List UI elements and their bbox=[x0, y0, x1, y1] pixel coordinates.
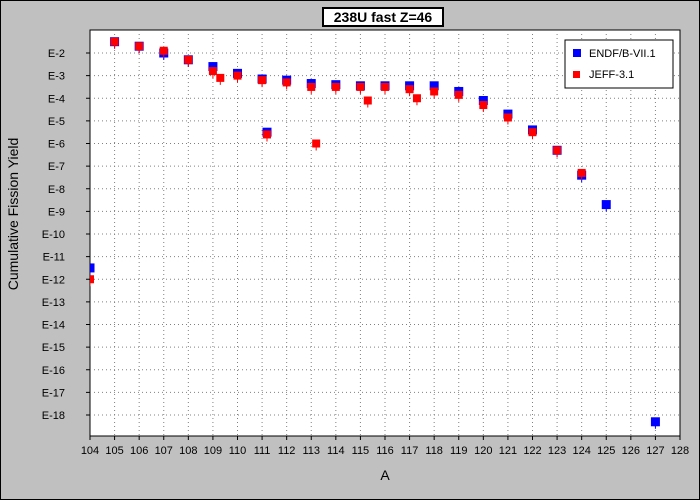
y-tick-label: E-14 bbox=[42, 320, 65, 332]
endf-point bbox=[601, 200, 611, 210]
y-tick-label: E-8 bbox=[48, 184, 65, 196]
y-tick-label: E-18 bbox=[42, 410, 65, 422]
legend: ENDF/B-VII.1 JEFF-3.1 bbox=[564, 39, 674, 89]
jeff-point bbox=[412, 94, 421, 103]
x-tick-label: 106 bbox=[130, 445, 148, 457]
jeff-point bbox=[159, 46, 168, 55]
x-tick-label: 110 bbox=[229, 445, 247, 457]
y-tick-label: E-6 bbox=[48, 139, 65, 151]
x-tick-label: 109 bbox=[204, 445, 222, 457]
x-tick-label: 125 bbox=[597, 445, 615, 457]
x-tick-label: 108 bbox=[179, 445, 197, 457]
y-tick-label: E-12 bbox=[42, 274, 65, 286]
legend-label-endf: ENDF/B-VII.1 bbox=[589, 48, 656, 60]
x-tick-label: 120 bbox=[474, 445, 492, 457]
jeff-point bbox=[331, 82, 340, 91]
jeff-point bbox=[577, 168, 586, 177]
jeff-point bbox=[110, 37, 119, 46]
jeff-point bbox=[381, 82, 389, 91]
x-tick-label: 127 bbox=[646, 445, 664, 457]
x-tick-label: 105 bbox=[105, 445, 123, 457]
legend-label-jeff: JEFF-3.1 bbox=[589, 69, 634, 81]
jeff-point bbox=[263, 130, 271, 139]
jeff-point bbox=[454, 90, 463, 99]
jeff-point bbox=[216, 73, 225, 82]
y-tick-label: E-4 bbox=[48, 93, 65, 105]
jeff-point bbox=[282, 78, 291, 87]
jeff-point bbox=[503, 113, 512, 122]
jeff-point bbox=[363, 96, 372, 105]
x-tick-label: 122 bbox=[523, 445, 541, 457]
jeff-point bbox=[307, 82, 316, 91]
x-tick-label: 117 bbox=[401, 445, 419, 457]
points-group bbox=[90, 37, 660, 429]
jeff-point bbox=[208, 67, 217, 76]
x-tick-label: 114 bbox=[327, 445, 345, 457]
jeff-point bbox=[184, 55, 193, 64]
y-axis-label: Cumulative Fission Yield bbox=[5, 138, 21, 291]
legend-marker-endf bbox=[573, 49, 581, 57]
jeff-point bbox=[135, 42, 144, 51]
y-tick-label: E-16 bbox=[42, 365, 65, 377]
endf-point bbox=[478, 96, 488, 106]
jeff-point bbox=[479, 101, 488, 110]
x-tick-label: 123 bbox=[548, 445, 566, 457]
y-tick-label: E-3 bbox=[48, 71, 65, 83]
jeff-point bbox=[356, 82, 365, 91]
y-tick-label: E-13 bbox=[42, 297, 65, 309]
y-tick-label: E-9 bbox=[48, 206, 65, 218]
x-tick-label: 126 bbox=[622, 445, 640, 457]
x-tick-label: 124 bbox=[572, 445, 590, 457]
y-tick-label: E-10 bbox=[42, 229, 65, 241]
jeff-point bbox=[312, 139, 321, 148]
jeff-point bbox=[405, 85, 414, 94]
y-tick-label: E-15 bbox=[42, 342, 65, 354]
y-tick-label: E-17 bbox=[42, 387, 65, 399]
y-tick-label: E-5 bbox=[48, 116, 65, 128]
jeff-point bbox=[430, 87, 439, 96]
x-tick-label: 112 bbox=[278, 445, 296, 457]
chart-title: 238U fast Z=46 bbox=[322, 7, 444, 27]
x-axis: 104 105 106 107 108 109 110 111 112 113 114 115 116 1… bbox=[81, 436, 689, 457]
x-tick-label: 121 bbox=[499, 445, 517, 457]
jeff-point bbox=[553, 146, 562, 155]
x-tick-label: 118 bbox=[425, 445, 443, 457]
endf-point bbox=[429, 81, 439, 91]
x-tick-label: 111 bbox=[254, 445, 271, 457]
plot-area bbox=[89, 29, 681, 437]
x-tick-label: 115 bbox=[352, 445, 370, 457]
jeff-point bbox=[233, 71, 242, 80]
data-points bbox=[90, 37, 660, 429]
x-axis-label: A bbox=[380, 467, 390, 483]
x-tick-label: 113 bbox=[302, 445, 320, 457]
y-tick-label: E-2 bbox=[48, 48, 65, 60]
endf-point bbox=[90, 263, 95, 273]
legend-marker-jeff bbox=[573, 71, 580, 78]
x-tick-label: 107 bbox=[155, 445, 173, 457]
x-tick-label: 104 bbox=[81, 445, 99, 457]
endf-point bbox=[208, 62, 218, 72]
endf-point bbox=[650, 417, 660, 427]
legend-box bbox=[564, 39, 674, 89]
x-tick-label: 128 bbox=[671, 445, 689, 457]
jeff-point bbox=[90, 275, 94, 284]
y-tick-label: E-7 bbox=[48, 161, 65, 173]
y-tick-label: E-11 bbox=[43, 252, 65, 264]
y-axis: E-2 E-3 E-4 E-5 E-6 E-7 E-8 E-9 E-10 E-11 E-12 E-13… bbox=[42, 48, 90, 422]
jeff-point bbox=[258, 76, 267, 85]
x-tick-label: 119 bbox=[450, 445, 468, 457]
x-tick-label: 116 bbox=[376, 445, 394, 457]
jeff-point bbox=[528, 128, 537, 137]
